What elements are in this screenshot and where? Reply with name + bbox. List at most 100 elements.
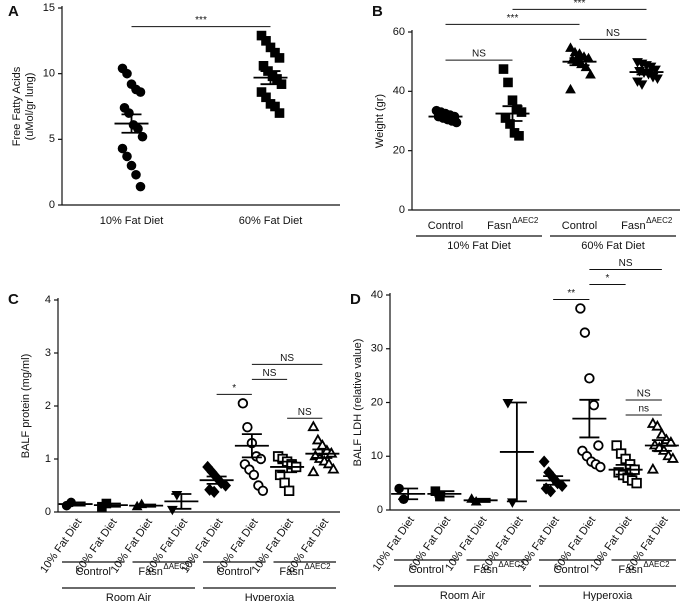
x-tick-label-superscript: ΔAEC2 (646, 216, 673, 225)
data-point (135, 87, 146, 97)
y-tick-label: 3 (45, 347, 51, 359)
data-point (652, 74, 663, 84)
y-axis-label: BALF LDH (relative value) (352, 339, 364, 467)
data-point (257, 485, 269, 497)
y-tick-label: 0 (377, 504, 383, 516)
data-point (538, 455, 550, 468)
group-label: Control (217, 566, 252, 578)
data-point (122, 151, 132, 162)
significance-label: *** (507, 13, 519, 24)
data-point (588, 399, 600, 411)
significance-label: NS (472, 49, 486, 60)
y-tick-label: 60 (393, 26, 405, 38)
data-point (122, 68, 132, 79)
data-point (631, 477, 642, 489)
group-label-superscript: ΔAEC2 (304, 562, 331, 571)
data-point (131, 169, 141, 180)
group-label: Room Air (106, 592, 152, 601)
significance-label: NS (619, 258, 633, 269)
group-label: Control (76, 566, 111, 578)
panel-label: B (372, 3, 383, 20)
data-point (137, 131, 148, 142)
y-tick-label: 2 (45, 400, 51, 412)
x-tick-label: 10% Fat Diet (100, 215, 164, 227)
x-tick-label: 60% Fat Diet (239, 215, 303, 227)
data-point (307, 420, 320, 432)
significance-label: * (232, 383, 236, 394)
data-point (274, 53, 285, 63)
data-point (646, 462, 659, 474)
group-label: Fasn (618, 564, 642, 576)
data-point (575, 303, 586, 314)
x-tick-label-superscript: ΔAEC2 (512, 216, 539, 225)
significance-label: ** (567, 288, 575, 299)
group-label: Hyperoxia (583, 590, 633, 601)
y-tick-label: 40 (393, 85, 405, 97)
data-point (503, 77, 513, 88)
data-point (117, 143, 128, 154)
y-axis-label: Weight (gr) (374, 94, 386, 148)
significance-label: * (606, 273, 610, 284)
data-point (327, 462, 340, 474)
data-point (248, 469, 260, 481)
group-label-superscript: ΔAEC2 (643, 560, 670, 569)
data-point (514, 131, 524, 141)
panel-label: D (350, 291, 361, 308)
group-label: Fasn (473, 564, 497, 576)
data-point (167, 505, 178, 516)
data-point (126, 160, 137, 171)
data-point (507, 498, 518, 508)
data-point (666, 452, 679, 463)
x-tick-label: Fasn (487, 220, 511, 232)
data-point (322, 457, 335, 469)
y-tick-label: 0 (399, 204, 405, 216)
data-point (237, 398, 249, 409)
significance-label: NS (606, 28, 620, 39)
data-point (545, 485, 557, 498)
group-label-superscript: ΔAEC2 (498, 560, 525, 569)
data-point (636, 80, 648, 90)
y-tick-label: 20 (393, 145, 405, 157)
significance-label: *** (195, 15, 207, 26)
significance-label: NS (263, 368, 277, 379)
data-point (655, 427, 668, 439)
significance-label: NS (637, 389, 651, 400)
data-point (307, 465, 320, 477)
y-axis-label: (uMol/gr lung) (24, 73, 36, 141)
group-label-superscript: ΔAEC2 (163, 562, 190, 571)
group-label: 10% Fat Diet (447, 240, 511, 252)
data-point (651, 419, 664, 431)
data-point (585, 69, 596, 79)
data-point (584, 373, 595, 384)
y-tick-label: 0 (45, 506, 51, 518)
group-label: Control (409, 564, 444, 576)
data-point (171, 491, 183, 501)
y-tick-label: 0 (49, 199, 55, 211)
y-tick-label: 4 (45, 294, 51, 306)
group-label: Hyperoxia (245, 592, 295, 601)
data-point (498, 64, 509, 74)
data-point (133, 124, 143, 134)
significance-label: NS (280, 353, 294, 364)
y-tick-label: 10 (371, 450, 383, 462)
group-label: Room Air (440, 590, 486, 601)
data-point (593, 440, 604, 451)
data-point (135, 181, 146, 192)
data-point (580, 61, 592, 72)
group-label: Fasn (279, 566, 303, 578)
data-point (565, 42, 576, 52)
group-label: Control (554, 564, 589, 576)
data-point (595, 461, 606, 473)
group-label: Fasn (138, 566, 162, 578)
y-tick-label: 15 (43, 2, 55, 14)
data-point (507, 95, 518, 106)
data-point (579, 327, 591, 338)
data-point (311, 433, 324, 445)
significance-label: NS (298, 407, 312, 418)
y-tick-label: 1 (45, 453, 51, 465)
y-axis-label: BALF protein (mg/ml) (20, 354, 32, 459)
x-tick-label: Fasn (621, 220, 645, 232)
data-point (451, 117, 462, 128)
significance-label: ns (638, 404, 649, 415)
